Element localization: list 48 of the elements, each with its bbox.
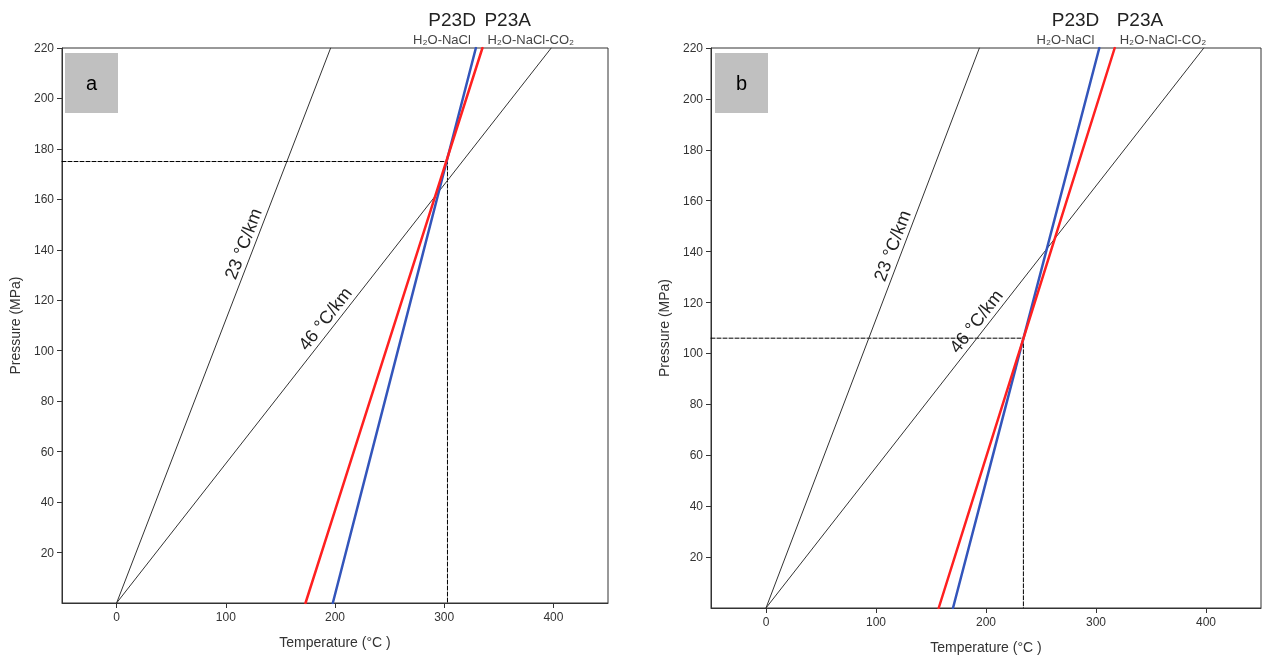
x-tick-label: 300 <box>434 610 455 624</box>
y-tick-label: 80 <box>689 397 704 412</box>
x-tick-label: 300 <box>1085 615 1107 629</box>
y-tick-label: 40 <box>689 499 704 514</box>
y-tick-label: 140 <box>33 242 55 257</box>
x-tick-label: 200 <box>324 610 346 624</box>
x-tick-label: 0 <box>762 615 770 629</box>
series-label: P23D <box>428 9 476 30</box>
x-axis-title: Temperature (°C ) <box>930 639 1042 655</box>
x-tick-label: 100 <box>865 615 887 629</box>
y-tick-label: 140 <box>682 244 704 259</box>
x-tick-label: 0 <box>113 610 121 624</box>
x-tick-label: 100 <box>215 610 237 624</box>
x-tick-label: 400 <box>543 610 564 624</box>
x-axis-title: Temperature (°C ) <box>279 634 391 650</box>
y-tick-label: 20 <box>40 545 55 560</box>
y-tick-label: 200 <box>682 91 704 106</box>
y-tick-label: 120 <box>33 293 55 308</box>
x-tick-label: 400 <box>1195 615 1217 629</box>
y-axis-title: Pressure (MPa) <box>656 278 672 378</box>
y-tick-label: 160 <box>682 193 704 208</box>
annotation: H₂O-NaCl <box>413 32 471 47</box>
y-tick-label: 220 <box>33 41 55 55</box>
annotation: H₂O-NaCl-CO₂ <box>1119 32 1207 47</box>
y-tick-label: 80 <box>40 394 55 409</box>
series-label: P23D <box>1051 9 1100 30</box>
y-tick-label: 220 <box>682 41 704 55</box>
annotation: H₂O-NaCl <box>1036 32 1095 47</box>
y-tick-label: 40 <box>40 495 55 510</box>
letter-box: b <box>715 53 768 113</box>
text: 23 °C/km <box>220 205 267 283</box>
letter-box: a <box>65 53 118 113</box>
y-tick-label: 160 <box>33 192 55 207</box>
series-label: P23A <box>484 9 532 30</box>
y-tick-label: 200 <box>33 91 55 106</box>
y-tick-label: 180 <box>33 141 55 156</box>
y-axis-title: Pressure (MPa) <box>7 276 23 375</box>
annotation: H₂O-NaCl-CO₂ <box>487 32 575 47</box>
y-tick-label: 60 <box>40 444 55 459</box>
series-label: P23A <box>1116 9 1164 30</box>
y-tick-label: 180 <box>682 142 704 157</box>
y-tick-label: 100 <box>682 346 704 361</box>
y-tick-label: 60 <box>689 448 704 463</box>
y-tick-label: 100 <box>33 343 55 358</box>
x-tick-label: 200 <box>975 615 997 629</box>
y-tick-label: 120 <box>682 295 704 310</box>
text: 23 °C/km <box>869 207 915 284</box>
y-tick-label: 20 <box>689 550 704 565</box>
